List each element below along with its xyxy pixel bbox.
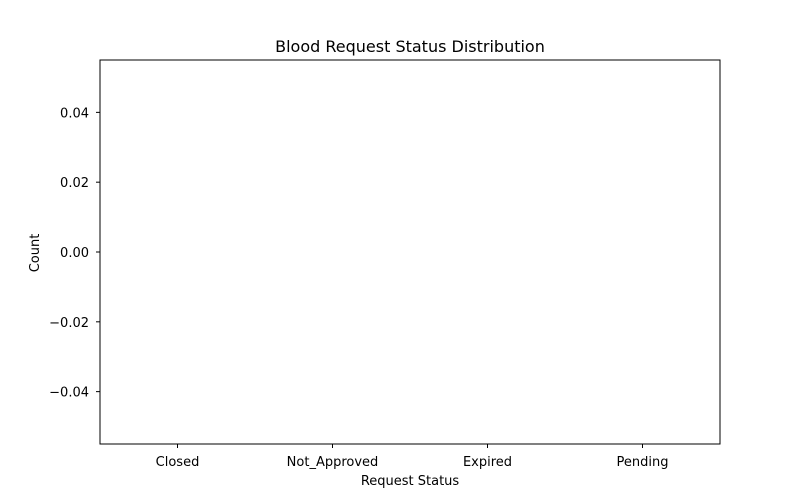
y-tick-label: −0.02	[49, 316, 89, 331]
plot-area	[99, 59, 721, 445]
x-tick-label: Not_Approved	[287, 455, 379, 470]
plot-frame	[99, 59, 721, 445]
x-tick-label: Closed	[156, 455, 200, 470]
y-axis-ticks: −0.04 −0.02 0.00 0.02 0.04	[49, 106, 100, 401]
x-axis-ticks: Closed Not_Approved Expired Pending	[156, 444, 669, 470]
x-axis-label: Request Status	[361, 474, 460, 489]
y-tick-label: 0.04	[60, 106, 89, 121]
y-tick-label: 0.02	[60, 176, 89, 191]
x-tick-label: Expired	[463, 455, 512, 470]
y-tick-label: −0.04	[49, 386, 89, 401]
x-tick-label: Pending	[617, 455, 669, 470]
y-tick-label: 0.00	[60, 246, 89, 261]
chart-title: Blood Request Status Distribution	[275, 37, 545, 56]
y-axis-label: Count	[28, 234, 43, 273]
